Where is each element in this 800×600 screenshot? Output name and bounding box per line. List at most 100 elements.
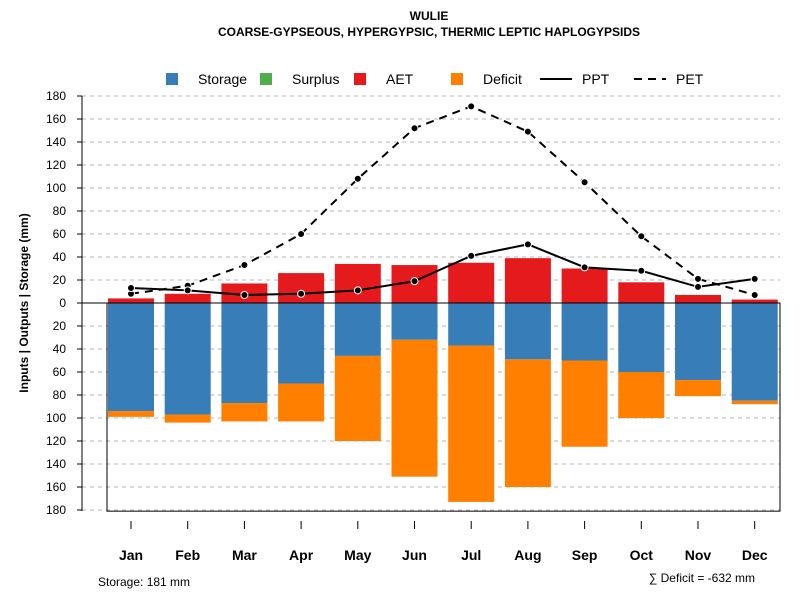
ppt-point: [410, 277, 419, 286]
ppt-legend-label: PPT: [582, 71, 610, 87]
y-tick-label: 0: [59, 296, 66, 310]
pet-legend-label: PET: [676, 71, 704, 87]
chart-title: WULIE: [410, 9, 449, 23]
pet-point: [750, 290, 759, 299]
storage-bar: [504, 303, 551, 360]
aet-bar: [108, 298, 154, 303]
ppt-point: [637, 266, 646, 275]
y-tick-label: 100: [46, 181, 66, 195]
surplus-legend-swatch: [260, 73, 272, 85]
ppt-point: [297, 289, 306, 298]
month-label: Sep: [572, 547, 598, 563]
chart-subtitle: COARSE-GYPSEOUS, HYPERGYPSIC, THERMIC LE…: [218, 25, 640, 39]
deficit-bar: [164, 414, 211, 423]
ppt-point: [523, 240, 532, 249]
aet-legend-swatch: [354, 73, 366, 85]
ppt-point: [694, 282, 702, 291]
month-label: Nov: [685, 547, 712, 563]
aet-bar: [504, 258, 551, 303]
y-tick-label: 20: [53, 273, 67, 287]
y-tick-label: 120: [46, 158, 66, 172]
ppt-line: [130, 243, 755, 296]
pet-point: [410, 124, 419, 133]
storage-bar: [164, 303, 211, 415]
month-label: Jun: [402, 547, 427, 563]
month-label: Dec: [742, 547, 768, 563]
surplus-legend-label: Surplus: [292, 71, 339, 87]
x-axis: Jan Feb Mar Apr May Jun Jul Aug Sep Oct Nov Dec: [119, 521, 768, 563]
pet-point: [637, 232, 646, 241]
legend: Storage Surplus AET Deficit PPT PET: [166, 71, 704, 87]
ppt-point: [750, 274, 759, 283]
y-tick-label: 100: [46, 411, 66, 425]
deficit-bar: [108, 411, 154, 417]
aet-bar: [675, 294, 721, 303]
ppt-point: [467, 251, 476, 260]
deficit-bar: [334, 355, 381, 441]
ppt-point: [183, 286, 192, 295]
storage-bar: [618, 303, 665, 372]
ppt-point: [240, 290, 249, 299]
aet-bar: [278, 273, 325, 303]
storage-bar: [108, 303, 154, 412]
storage-bar: [675, 303, 721, 381]
aet-bar: [334, 263, 381, 303]
bars: [82, 258, 781, 512]
deficit-bar: [731, 400, 778, 405]
deficit-bar: [504, 359, 551, 487]
pet-point: [694, 274, 702, 283]
storage-legend-label: Storage: [198, 71, 247, 87]
pet-point: [240, 261, 249, 270]
storage-bar: [391, 303, 438, 340]
month-label: Apr: [289, 547, 314, 563]
month-label: May: [344, 547, 371, 563]
storage-bar: [731, 303, 778, 401]
pet-point: [523, 127, 532, 136]
y-axis-label: Inputs | Outputs | Storage (mm): [17, 213, 31, 392]
deficit-legend-swatch: [451, 73, 463, 85]
y-tick-label: 40: [53, 250, 67, 264]
month-label: Aug: [514, 547, 541, 563]
y-tick-label: 120: [46, 434, 66, 448]
aet-bar: [561, 268, 608, 303]
pet-point: [353, 174, 362, 183]
pet-point: [580, 178, 589, 187]
y-tick-label: 80: [53, 204, 67, 218]
aet-bar: [448, 262, 495, 303]
deficit-bar: [448, 345, 495, 502]
y-tick-label: 60: [53, 227, 67, 241]
month-label: Oct: [630, 547, 654, 563]
storage-bar: [221, 303, 268, 404]
y-axis: 180 160 140 120 100 80 60 40 20 0 20 40 60 80 100 120 14…: [46, 89, 83, 517]
storage-note: Storage: 181 mm: [98, 575, 190, 589]
ppt-point: [353, 286, 362, 295]
aet-bar: [164, 293, 211, 303]
aet-bar: [618, 282, 665, 303]
pet-line: [130, 105, 755, 296]
storage-legend-swatch: [166, 73, 178, 85]
deficit-bar: [221, 403, 268, 422]
lines: [127, 102, 759, 299]
y-tick-label: 140: [46, 135, 66, 149]
aet-legend-label: AET: [386, 71, 414, 87]
month-label: Mar: [232, 547, 257, 563]
storage-bar: [334, 303, 381, 356]
deficit-legend-label: Deficit: [483, 71, 522, 87]
deficit-bar: [561, 360, 608, 447]
pet-point: [297, 230, 306, 238]
y-tick-label: 60: [53, 365, 67, 379]
storage-bar: [278, 303, 325, 384]
pet-point: [467, 102, 476, 111]
y-tick-label: 180: [46, 503, 66, 517]
y-tick-label: 180: [46, 89, 66, 103]
deficit-bar: [391, 339, 438, 477]
deficit-total: ∑ Deficit = -632 mm: [649, 571, 755, 585]
aet-bar: [731, 299, 778, 303]
ppt-point: [580, 263, 589, 272]
storage-bar: [561, 303, 608, 361]
month-label: Feb: [175, 547, 200, 563]
y-tick-label: 160: [46, 112, 66, 126]
deficit-bar: [618, 372, 665, 418]
deficit-bar: [675, 380, 721, 397]
